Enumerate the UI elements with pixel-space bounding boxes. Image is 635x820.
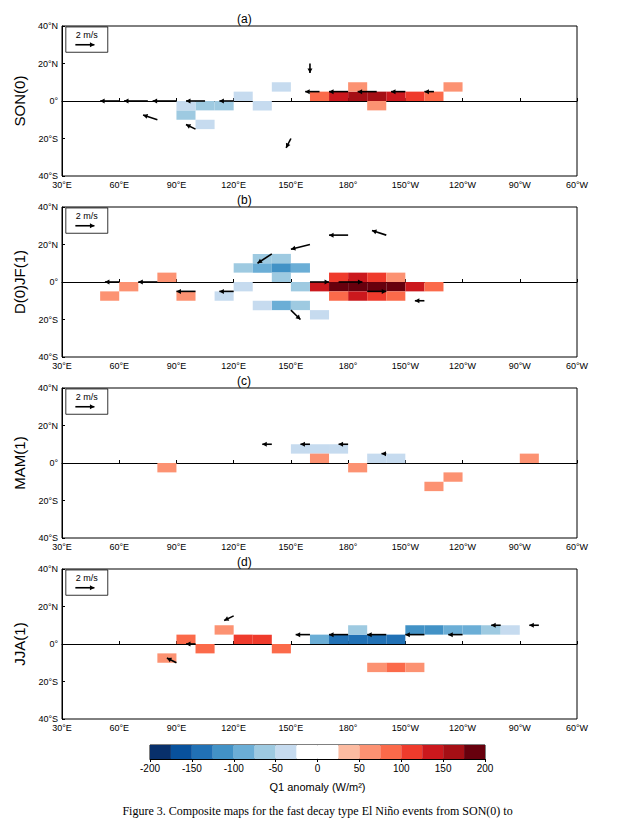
svg-text:120°W: 120°W [449,180,477,190]
svg-text:120°E: 120°E [221,180,246,190]
svg-text:90°W: 90°W [509,180,532,190]
svg-text:40°N: 40°N [38,202,58,212]
svg-text:2 m/s: 2 m/s [76,30,99,40]
svg-text:60°W: 60°W [566,723,589,733]
svg-text:20°N: 20°N [38,59,58,69]
svg-text:120°W: 120°W [449,723,477,733]
svg-text:40°N: 40°N [38,21,58,31]
svg-text:(b): (b) [237,193,252,207]
svg-text:60°W: 60°W [566,542,589,552]
svg-text:90°E: 90°E [167,361,187,371]
svg-text:120°W: 120°W [449,542,477,552]
svg-text:MAM(1): MAM(1) [11,436,28,489]
svg-text:150: 150 [435,763,452,774]
svg-text:(a): (a) [237,12,252,26]
svg-text:90°W: 90°W [509,361,532,371]
svg-text:90°W: 90°W [509,723,532,733]
svg-text:Q1 anomaly (W/m²): Q1 anomaly (W/m²) [270,781,366,793]
svg-text:30°E: 30°E [52,542,72,552]
svg-text:180°: 180° [339,723,358,733]
svg-text:120°E: 120°E [221,723,246,733]
svg-text:60°E: 60°E [109,542,129,552]
svg-text:120°E: 120°E [221,542,246,552]
svg-text:150°E: 150°E [279,542,304,552]
svg-text:40°S: 40°S [38,352,58,362]
svg-text:90°E: 90°E [167,180,187,190]
svg-text:100: 100 [393,763,410,774]
svg-text:JJA(1): JJA(1) [11,622,28,665]
svg-text:0°: 0° [49,277,58,287]
svg-text:-150: -150 [182,763,202,774]
svg-text:60°W: 60°W [566,180,589,190]
svg-text:150°E: 150°E [279,180,304,190]
svg-text:20°S: 20°S [38,496,58,506]
svg-text:40°N: 40°N [38,383,58,393]
svg-text:2 m/s: 2 m/s [76,573,99,583]
svg-text:150°W: 150°W [392,180,420,190]
svg-text:(d): (d) [237,555,252,569]
svg-text:150°W: 150°W [392,361,420,371]
svg-text:-100: -100 [224,763,244,774]
svg-text:20°N: 20°N [38,421,58,431]
svg-text:D(0)JF(1): D(0)JF(1) [11,250,28,314]
svg-text:150°E: 150°E [279,361,304,371]
svg-text:60°E: 60°E [109,723,129,733]
svg-text:90°E: 90°E [167,723,187,733]
svg-text:120°W: 120°W [449,361,477,371]
svg-text:-200: -200 [140,763,160,774]
svg-text:30°E: 30°E [52,361,72,371]
svg-text:2 m/s: 2 m/s [76,392,99,402]
svg-text:90°W: 90°W [509,542,532,552]
svg-text:40°S: 40°S [38,171,58,181]
svg-text:60°W: 60°W [566,361,589,371]
svg-text:90°E: 90°E [167,542,187,552]
svg-text:60°E: 60°E [109,361,129,371]
svg-text:150°W: 150°W [392,542,420,552]
svg-text:40°N: 40°N [38,564,58,574]
svg-text:0°: 0° [49,639,58,649]
svg-text:0°: 0° [49,96,58,106]
svg-text:20°N: 20°N [38,602,58,612]
svg-text:200: 200 [477,763,494,774]
svg-text:(c): (c) [237,374,251,388]
svg-text:180°: 180° [339,180,358,190]
svg-text:SON(0): SON(0) [11,76,28,127]
svg-text:40°S: 40°S [38,533,58,543]
svg-text:120°E: 120°E [221,361,246,371]
svg-text:60°E: 60°E [109,180,129,190]
svg-text:0: 0 [315,763,321,774]
svg-text:20°S: 20°S [38,315,58,325]
svg-text:2 m/s: 2 m/s [76,211,99,221]
svg-text:150°E: 150°E [279,723,304,733]
svg-text:50: 50 [354,763,366,774]
svg-text:20°S: 20°S [38,677,58,687]
svg-text:180°: 180° [339,542,358,552]
svg-text:40°S: 40°S [38,714,58,724]
svg-text:-50: -50 [268,763,283,774]
svg-text:30°E: 30°E [52,180,72,190]
svg-text:Figure 3. Composite maps for t: Figure 3. Composite maps for the fast de… [122,804,512,818]
svg-text:150°W: 150°W [392,723,420,733]
svg-text:30°E: 30°E [52,723,72,733]
svg-text:180°: 180° [339,361,358,371]
svg-text:20°N: 20°N [38,240,58,250]
svg-text:20°S: 20°S [38,134,58,144]
svg-text:0°: 0° [49,458,58,468]
